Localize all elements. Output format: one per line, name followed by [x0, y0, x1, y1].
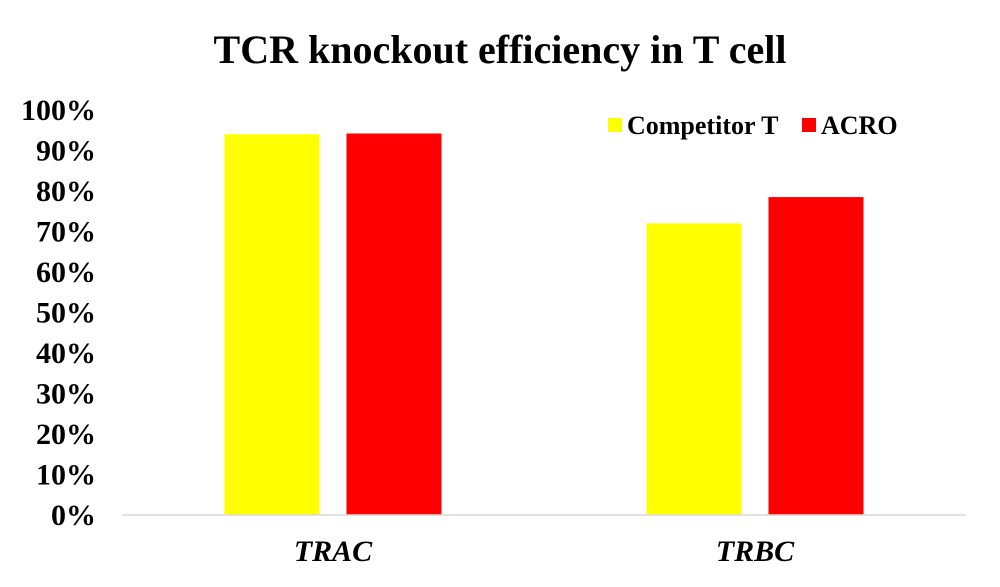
y-tick-label: 50% [36, 297, 96, 330]
bar-competitor-t-trbc [646, 223, 742, 515]
x-category-label: TRAC [294, 535, 373, 568]
y-tick-label: 60% [36, 256, 96, 289]
y-tick-label: 40% [36, 337, 96, 370]
legend-label: ACRO [821, 111, 898, 140]
x-category-label: TRBC [716, 535, 795, 568]
y-axis-tick-labels: 0% 10% 20% 30% 40% 50% 60% 70% 80% 90% 100% [21, 94, 96, 532]
y-tick-label: 70% [36, 216, 96, 249]
y-tick-label: 20% [36, 418, 96, 451]
bar-competitor-t-trac [224, 134, 320, 516]
y-tick-label: 80% [36, 175, 96, 208]
chart-title: TCR knockout efficiency in T cell [214, 27, 787, 72]
bar-series-group [224, 133, 864, 516]
legend-swatch [608, 118, 622, 132]
legend-label: Competitor T [627, 111, 778, 140]
y-tick-label: 100% [21, 94, 96, 127]
legend-swatch [802, 118, 816, 132]
y-tick-label: 10% [36, 459, 96, 492]
bar-acro-trbc [768, 197, 864, 515]
y-tick-label: 30% [36, 378, 96, 411]
x-axis-category-labels: TRAC TRBC [294, 535, 795, 568]
y-tick-label: 0% [51, 499, 96, 532]
bar-acro-trac [346, 133, 442, 516]
y-tick-label: 90% [36, 135, 96, 168]
legend: Competitor T ACRO [608, 111, 898, 140]
